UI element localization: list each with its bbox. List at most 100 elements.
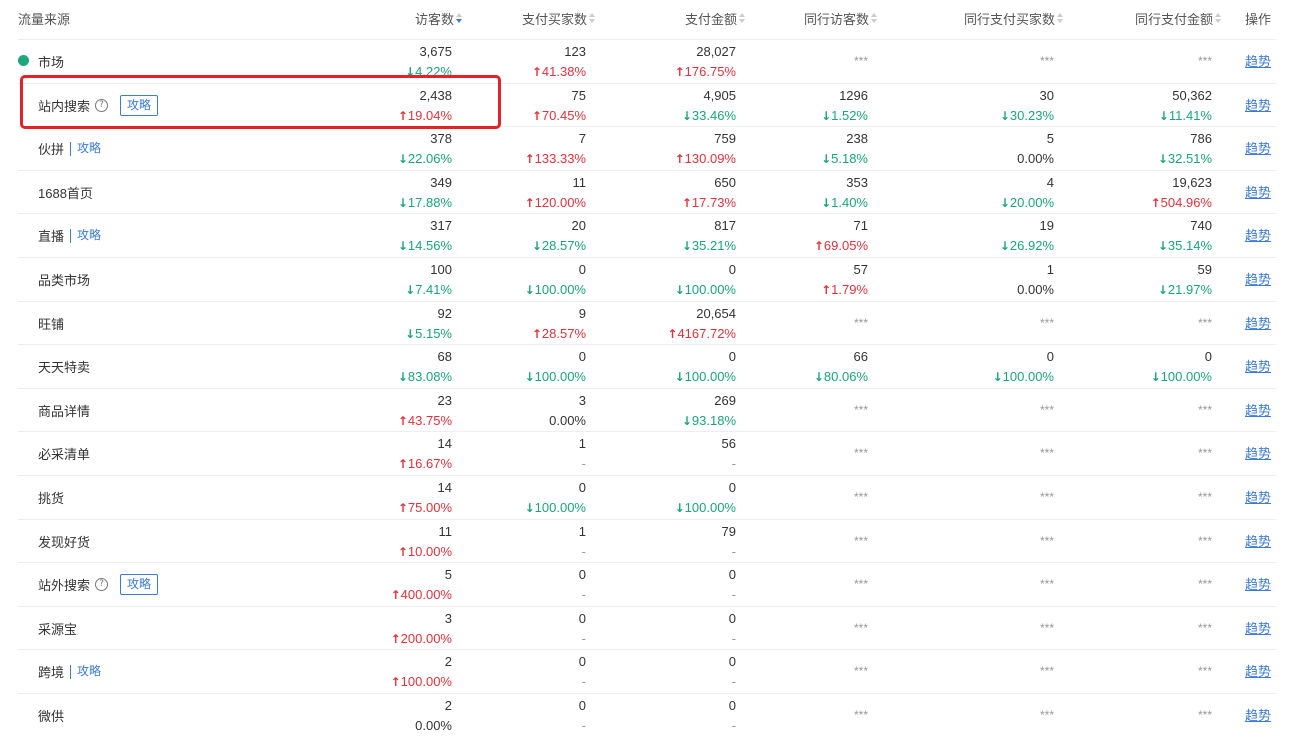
peer-buyers-masked: *** [1039,54,1054,68]
trend-link[interactable]: 趋势 [1245,97,1272,113]
trend-link[interactable]: 趋势 [1245,272,1272,287]
buyers-cell-value: 9 [578,305,586,321]
buyers-cell-change-text: - [581,456,586,472]
arrow-down-icon: ↓ [999,239,1010,254]
trend-link[interactable]: 趋势 [1245,577,1272,593]
arrow-up-icon: ↑ [531,108,542,123]
buyers-cell-value: 11 [572,174,587,190]
header-peer-buyers[interactable]: 同行支付买家数 [964,9,1064,28]
source-name: 必采清单 [38,447,91,463]
header-action: 操作 [1245,12,1272,27]
visitors-cell: 100 ↓7.41% [405,260,452,300]
trend-link[interactable]: 趋势 [1245,141,1272,157]
buyers-cell-change-text: 100.00% [534,369,586,385]
peer-visitors-cell-value: 66 [853,349,868,365]
buyers-cell: 123 ↑41.38% [532,42,586,82]
arrow-down-icon: ↓ [813,370,824,385]
source-cell: 品类市场 [38,258,90,301]
question-circle-icon[interactable]: ? [95,98,109,112]
peer-amount-cell-value: 59 [1197,262,1212,277]
visitors-cell: 2 ↑100.00% [391,652,452,692]
visitors-cell-change: 0.00% [415,716,452,736]
trend-link[interactable]: 趋势 [1245,620,1272,636]
visitors-cell-change-text: 19.04% [407,107,452,123]
visitors-cell-value: 14 [437,480,452,495]
sort-icon[interactable] [870,13,878,25]
visitors-cell-change: ↑43.75% [398,411,452,431]
buyers-cell-change-text: 133.33% [534,151,586,167]
trend-link[interactable]: 趋势 [1245,402,1272,418]
header-peer-visitors[interactable]: 同行访客数 [804,9,878,28]
visitors-cell-change-text: 10.00% [407,543,452,559]
amount-cell-value: 79 [721,523,736,539]
trend-link[interactable]: 趋势 [1245,446,1272,462]
trend-link[interactable]: 趋势 [1245,184,1272,200]
trend-link[interactable]: 趋势 [1245,359,1272,375]
trend-link[interactable]: 趋势 [1245,228,1272,244]
visitors-cell: 2 0.00% [415,696,452,736]
amount-cell-change: ↓33.46% [682,106,736,126]
amount-cell-value: 0 [728,698,736,713]
table-row: 直播 攻略 317 ↓14.56% 20 ↓28.57% 817 ↓35.21% 71 ↑69.0… [18,213,1276,257]
guide-button[interactable]: 攻略 [120,94,159,116]
header-buyers[interactable]: 支付买家数 [522,9,596,28]
amount-cell: 650 ↑17.73% [682,173,736,213]
visitors-cell: 68 ↓83.08% [398,347,452,387]
question-circle-icon[interactable]: ? [95,578,109,592]
trend-link[interactable]: 趋势 [1245,490,1272,505]
visitors-cell-change: ↑19.04% [398,106,452,126]
peer-buyers-cell-change-text: 0.00% [1017,151,1054,167]
arrow-down-icon: ↓ [1158,108,1169,123]
trend-link[interactable]: 趋势 [1245,708,1272,723]
guide-button[interactable]: 攻略 [120,574,159,596]
peer-amount-masked: *** [1197,533,1212,548]
highlight-box [20,75,501,129]
arrow-up-icon: ↑ [531,326,542,341]
sort-icon[interactable] [588,13,596,25]
visitors-cell-change-text: 75.00% [407,500,452,515]
source-cell: 采源宝 [38,607,77,650]
visitors-cell-change: ↓7.41% [405,280,452,300]
arrow-up-icon: ↑ [397,413,408,428]
trend-link[interactable]: 趋势 [1245,533,1272,549]
visitors-cell-value: 23 [437,392,452,408]
guide-button[interactable]: 攻略 [77,141,102,156]
header-peer-amount-label: 同行支付金额 [1134,12,1213,27]
amount-cell-change-text: 17.73% [691,194,736,210]
amount-cell: 0- [729,565,736,605]
amount-cell-value: 0 [728,610,736,626]
buyers-cell-change-text: 100.00% [534,500,586,515]
header-peer-amount[interactable]: 同行支付金额 [1135,9,1222,28]
peer-amount-masked: *** [1197,54,1212,68]
header-visitors[interactable]: 访客数 [415,9,463,28]
buyers-cell-change-text: 28.57% [541,238,586,254]
arrow-down-icon: ↓ [999,108,1010,123]
peer-amount-masked: *** [1197,620,1212,635]
amount-cell-value: 20,654 [696,305,736,321]
sort-icon[interactable] [1056,13,1064,25]
peer-amount-cell-change: ↑504.96% [1151,193,1212,213]
peer-amount-cell: 786 ↓32.51% [1158,129,1212,169]
peer-buyers-masked: *** [1039,490,1054,504]
amount-cell: 56 - [722,434,736,474]
amount-cell-value: 269 [714,392,736,408]
peer-visitors-cell-value: 353 [846,174,868,190]
header-amount[interactable]: 支付金额 [685,9,746,28]
sort-icon[interactable] [738,13,746,25]
market-dot-icon [18,55,29,66]
visitors-cell: 11 ↑10.00% [398,522,452,562]
trend-link[interactable]: 趋势 [1245,664,1272,680]
visitors-cell-change: ↑400.00% [391,585,452,605]
arrow-down-icon: ↓ [1157,283,1168,297]
amount-cell-change-text: - [731,674,736,690]
peer-visitors-cell-change-text: 69.05% [823,238,868,254]
arrow-down-icon: ↓ [1157,152,1168,167]
sort-icon[interactable] [1214,13,1222,25]
trend-link[interactable]: 趋势 [1245,54,1272,69]
guide-button[interactable]: 攻略 [77,664,102,679]
amount-cell: 0- [729,609,736,649]
trend-link[interactable]: 趋势 [1245,315,1272,331]
guide-button[interactable]: 攻略 [77,228,102,243]
amount-cell-change: ↓100.00% [675,367,736,387]
sort-icon[interactable] [455,13,463,25]
